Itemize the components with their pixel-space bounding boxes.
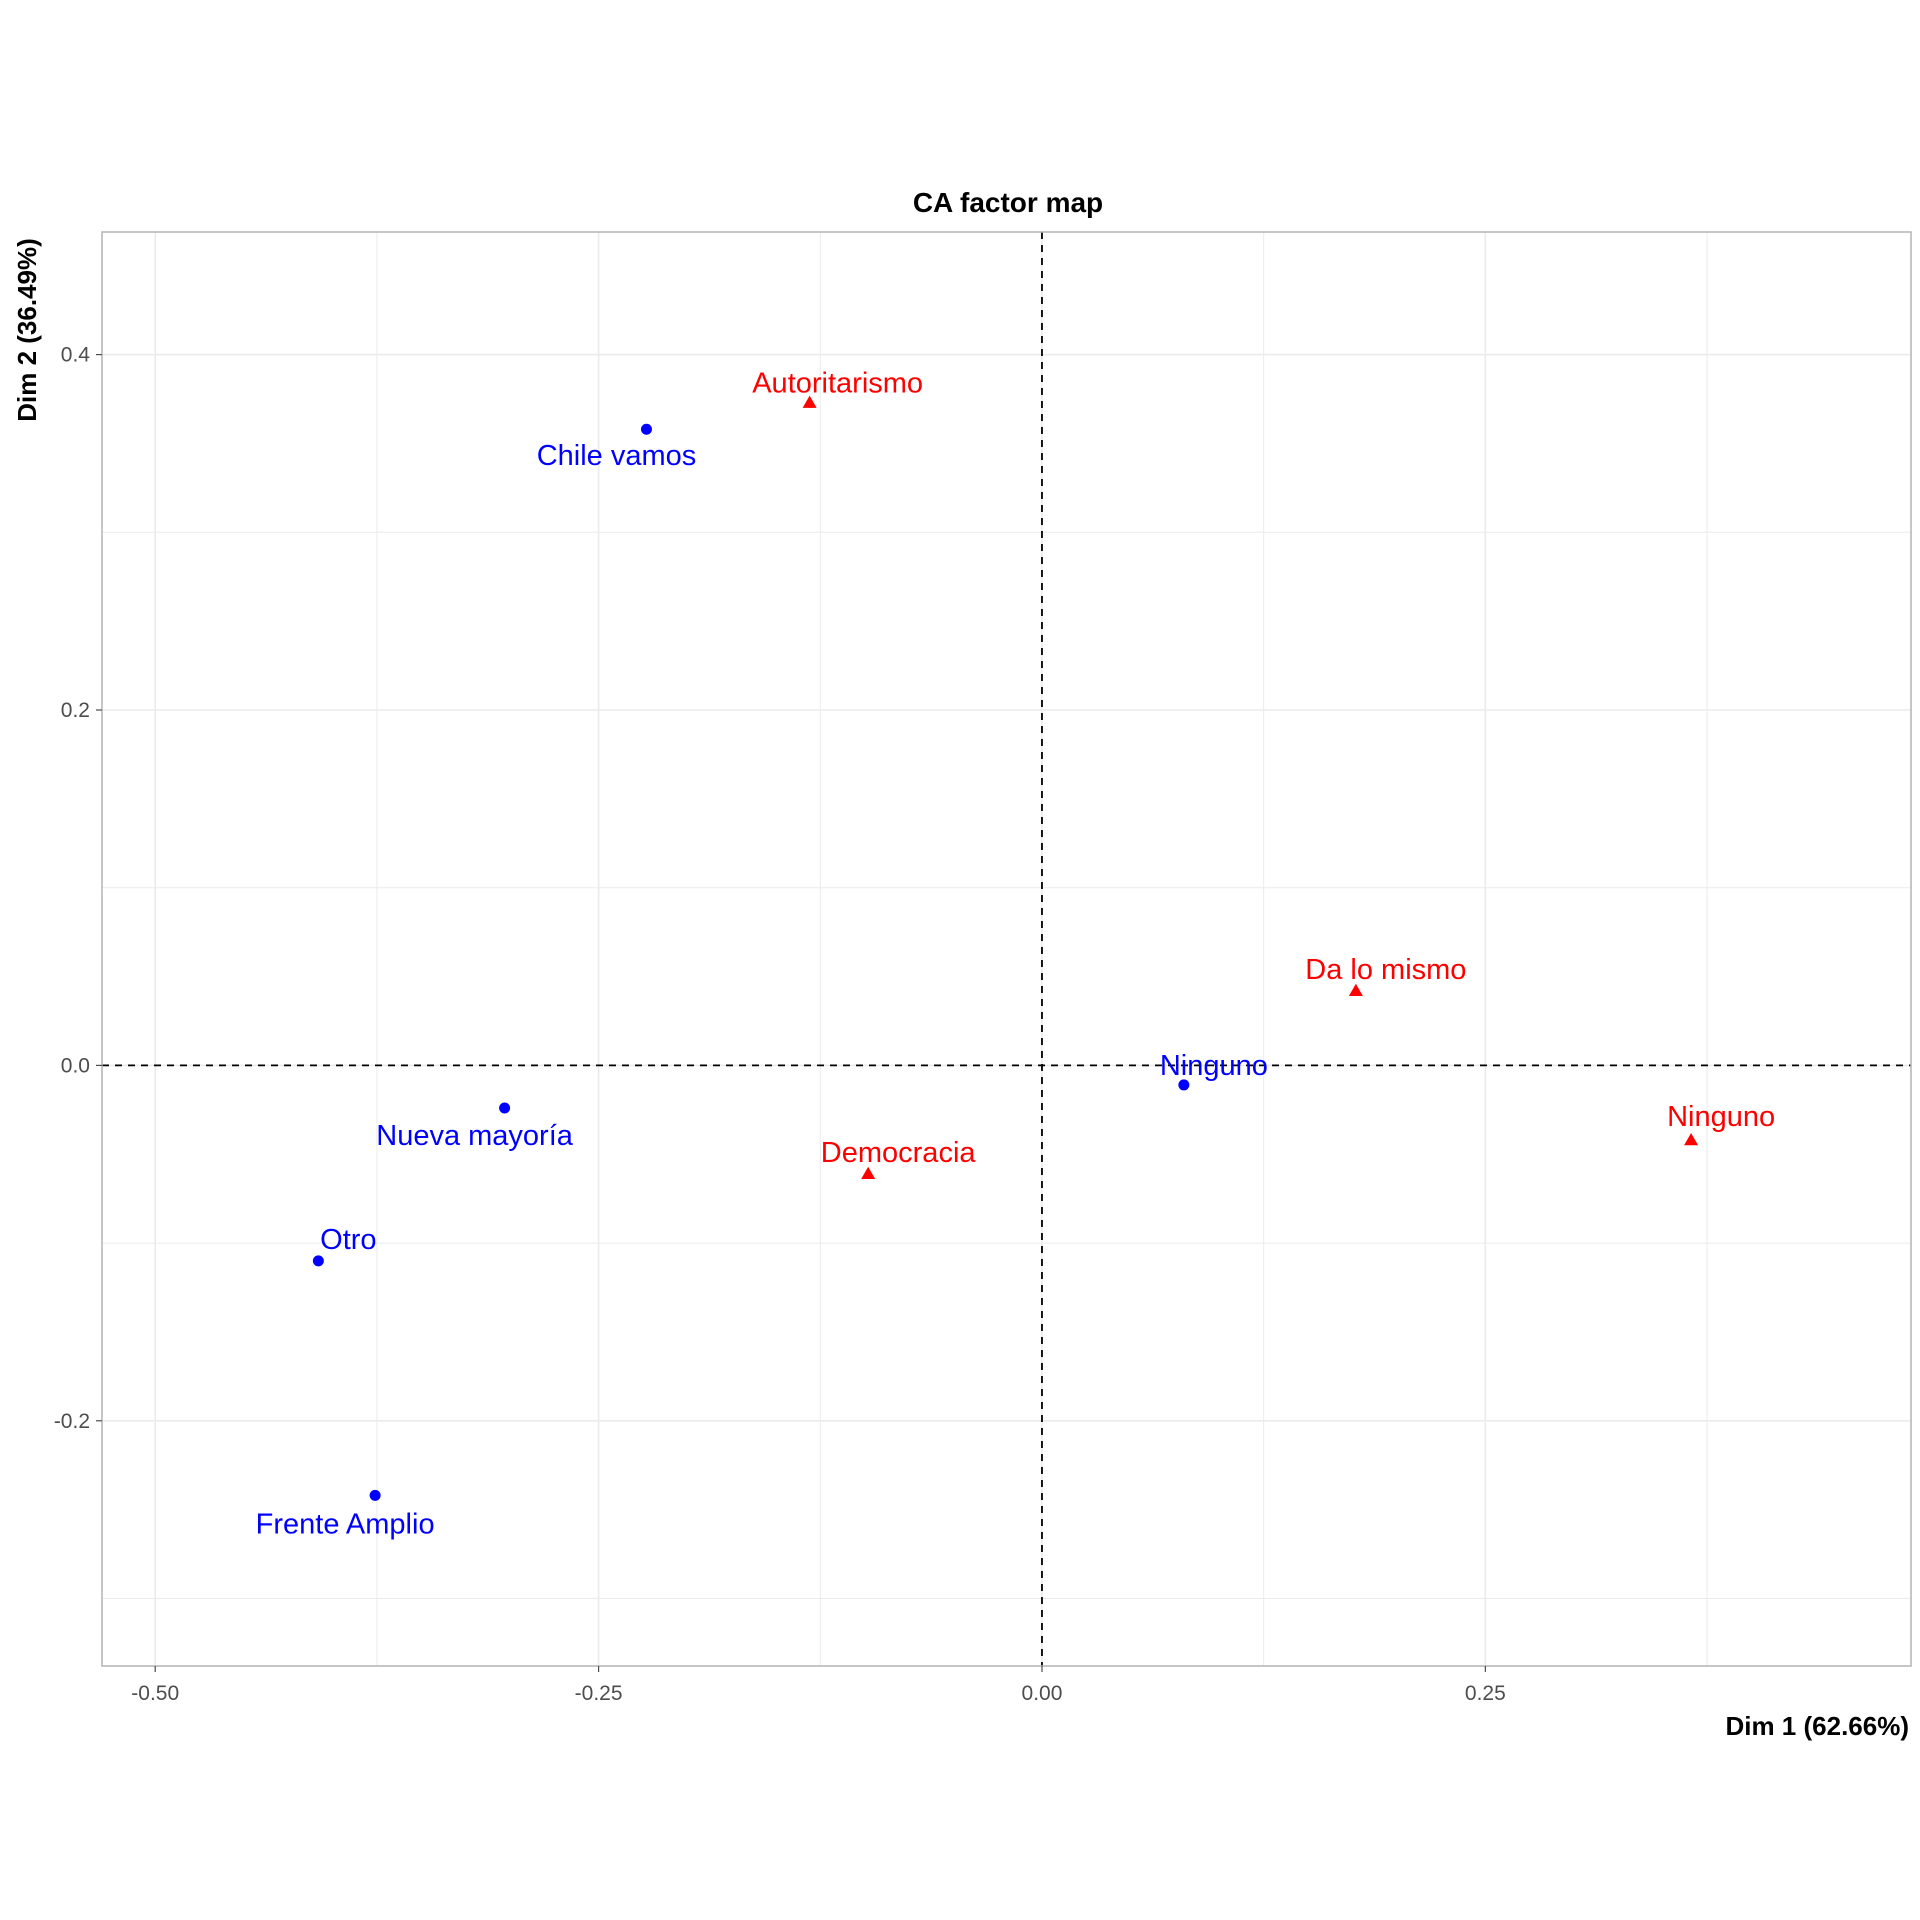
row-point-marker bbox=[499, 1102, 511, 1114]
row-point-marker bbox=[640, 423, 652, 435]
column-point-marker bbox=[802, 395, 817, 408]
panel-border bbox=[101, 231, 1912, 1667]
x-axis-title: Dim 1 (62.66%) bbox=[1725, 1711, 1909, 1741]
x-tick-label: 0.00 bbox=[1022, 1682, 1063, 1705]
reference-lines bbox=[102, 232, 1911, 1666]
column-point-label: Ninguno bbox=[1667, 1101, 1775, 1133]
x-tick-label: 0.25 bbox=[1465, 1682, 1506, 1705]
column-point-marker bbox=[1684, 1133, 1699, 1146]
y-tick-label: 0.2 bbox=[61, 699, 90, 722]
column-point-label: Autoritarismo bbox=[752, 368, 923, 400]
row-point-label: Frente Amplio bbox=[256, 1508, 435, 1540]
column-point-label: Da lo mismo bbox=[1305, 954, 1466, 986]
y-tick-label: 0.0 bbox=[61, 1054, 90, 1077]
x-axis-ticks: -0.50 -0.25 0.00 0.25 bbox=[131, 1666, 1506, 1705]
point-labels: Chile vamos Nueva mayoría Otro Frente Ampli… bbox=[256, 368, 1775, 1541]
row-point-marker bbox=[1178, 1079, 1190, 1091]
y-axis-title: Dim 2 (36.49%) bbox=[12, 238, 42, 422]
row-point-label: Chile vamos bbox=[537, 440, 697, 472]
y-tick-label: 0.4 bbox=[61, 344, 91, 367]
chart-title: CA factor map bbox=[913, 187, 1103, 218]
x-tick-label: -0.50 bbox=[131, 1682, 179, 1705]
row-point-label: Ninguno bbox=[1160, 1050, 1268, 1082]
row-point-label: Nueva mayoría bbox=[376, 1120, 574, 1152]
data-points bbox=[312, 395, 1699, 1501]
y-tick-label: -0.2 bbox=[54, 1410, 90, 1433]
row-point-label: Otro bbox=[320, 1224, 376, 1256]
column-point-marker bbox=[861, 1166, 876, 1180]
column-point-label: Democracia bbox=[821, 1137, 977, 1169]
row-point-marker bbox=[369, 1489, 381, 1501]
y-axis-ticks: -0.2 0.0 0.2 0.4 bbox=[54, 344, 102, 1433]
x-tick-label: -0.25 bbox=[575, 1682, 623, 1705]
row-point-marker bbox=[312, 1255, 324, 1267]
column-point-marker bbox=[1348, 983, 1363, 997]
